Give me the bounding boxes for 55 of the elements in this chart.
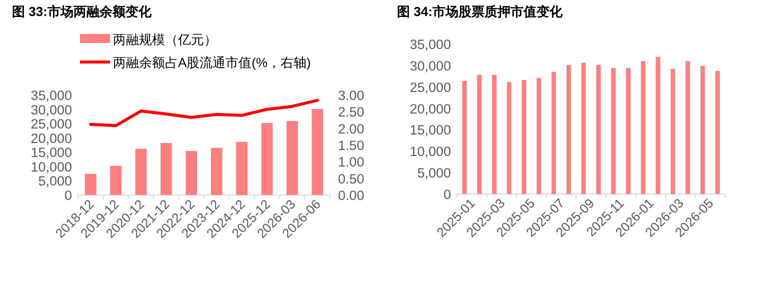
y-tick-label: 10,000 bbox=[30, 159, 72, 174]
bar bbox=[477, 74, 482, 194]
y2-tick-label: 3.00 bbox=[338, 88, 364, 103]
bar bbox=[506, 82, 512, 194]
y-tick-label: 15,000 bbox=[410, 122, 451, 138]
y2-tick-label: 0.00 bbox=[338, 188, 364, 203]
legend-label: 两融规模（亿元） bbox=[113, 32, 217, 47]
bar bbox=[210, 148, 222, 195]
bar bbox=[715, 71, 720, 194]
bar bbox=[536, 78, 542, 194]
bar bbox=[581, 62, 586, 194]
y-tick-label: 35,000 bbox=[30, 88, 72, 103]
bar bbox=[135, 148, 147, 195]
bar bbox=[186, 151, 198, 195]
y-tick-label: 20,000 bbox=[30, 130, 72, 146]
y-tick-label: 30,000 bbox=[30, 102, 72, 118]
bar bbox=[261, 123, 273, 195]
y-tick-label: 0 bbox=[64, 188, 72, 203]
y-tick-label: 0 bbox=[443, 187, 451, 202]
bar bbox=[611, 68, 616, 194]
y2-tick-label: 1.50 bbox=[338, 138, 364, 153]
bar bbox=[462, 80, 467, 194]
bar bbox=[596, 65, 601, 194]
bar bbox=[670, 68, 676, 194]
legend-label: 两融余额占A股流通市值(%，右轴) bbox=[113, 55, 311, 70]
bar bbox=[312, 109, 324, 195]
y-tick-label: 5,000 bbox=[38, 174, 72, 189]
bar bbox=[84, 174, 96, 195]
y-tick-label: 35,000 bbox=[410, 37, 451, 52]
bar bbox=[640, 61, 646, 194]
bar bbox=[522, 80, 526, 194]
y-tick-label: 5,000 bbox=[417, 166, 451, 181]
bar bbox=[552, 72, 556, 194]
y-tick-label: 10,000 bbox=[410, 144, 451, 160]
y-tick-label: 30,000 bbox=[410, 58, 451, 74]
bar bbox=[110, 166, 122, 195]
chart-title: 图 33:市场两融余额变化 bbox=[12, 4, 152, 19]
y2-tick-label: 2.50 bbox=[338, 104, 364, 120]
bar bbox=[236, 142, 248, 195]
y-tick-label: 25,000 bbox=[410, 80, 451, 95]
bar bbox=[686, 61, 690, 194]
y2-tick-label: 1.00 bbox=[338, 154, 364, 170]
bar bbox=[492, 74, 496, 194]
bar bbox=[286, 121, 298, 195]
y2-tick-label: 0.50 bbox=[338, 171, 364, 186]
bar bbox=[566, 65, 571, 194]
bar bbox=[160, 143, 172, 195]
y-tick-label: 20,000 bbox=[410, 101, 451, 116]
y2-tick-label: 2.00 bbox=[338, 121, 364, 136]
bar bbox=[626, 68, 630, 194]
y-tick-label: 25,000 bbox=[30, 116, 72, 132]
chart-title: 图 34:市场股票质押市值变化 bbox=[397, 4, 564, 19]
bar bbox=[700, 66, 705, 194]
y-tick-label: 15,000 bbox=[30, 145, 72, 160]
line-series bbox=[89, 98, 319, 128]
